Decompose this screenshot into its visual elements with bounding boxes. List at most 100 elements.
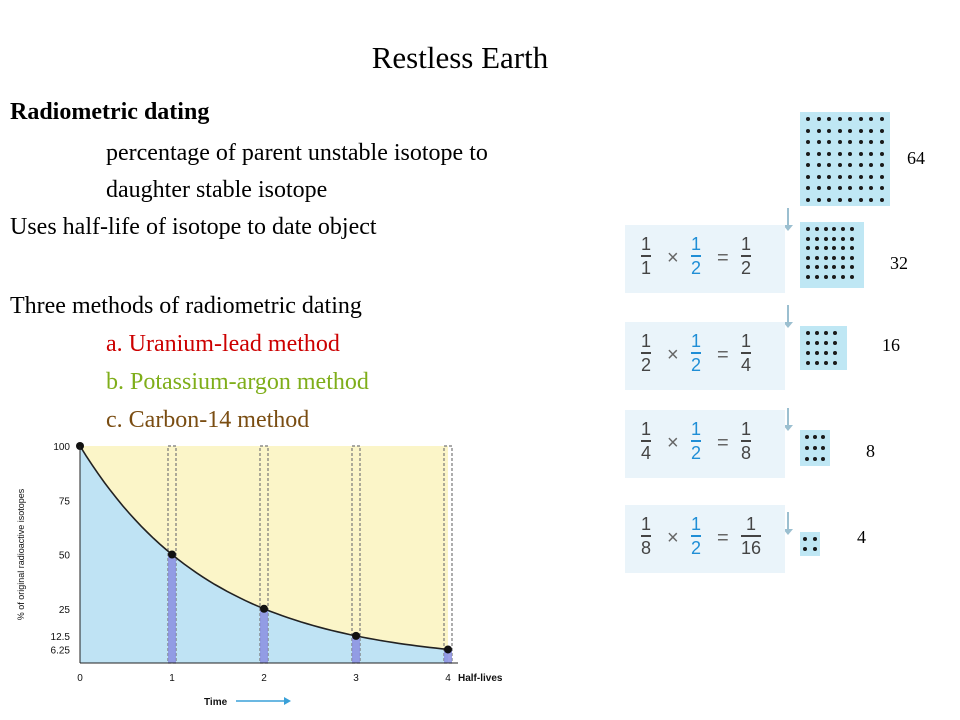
dot	[879, 197, 884, 202]
dot	[814, 227, 819, 231]
arrow-down-icon	[783, 208, 793, 231]
dot	[832, 227, 837, 231]
equals-sign: =	[717, 527, 729, 549]
half-life-marker	[443, 445, 453, 664]
denominator: 2	[691, 535, 702, 559]
dot	[806, 246, 810, 250]
x-tick-label: 3	[353, 673, 359, 684]
equals-sign: =	[717, 247, 729, 269]
numerator: 1	[691, 419, 702, 439]
dot	[849, 246, 854, 250]
dot	[827, 197, 831, 202]
dot	[832, 246, 837, 250]
dot	[806, 117, 810, 121]
fraction-eq-2: 1 2 1 2 1 4 × =	[625, 322, 785, 390]
data-point	[352, 631, 360, 640]
dot	[869, 128, 873, 133]
dot	[858, 197, 863, 202]
dot	[848, 197, 852, 202]
dot	[858, 163, 863, 167]
dot	[849, 227, 854, 231]
dot	[816, 186, 821, 190]
dot-grid-32	[800, 222, 864, 288]
dot	[879, 174, 884, 179]
dot	[837, 174, 842, 179]
remaining-bar	[444, 649, 452, 663]
dot	[805, 446, 809, 450]
dot	[832, 255, 837, 260]
y-tick-label: 100	[53, 442, 70, 453]
dot	[805, 457, 809, 461]
method-potassium-argon: b. Potassium-argon method	[106, 369, 369, 395]
dot	[837, 186, 842, 190]
dot	[848, 117, 852, 121]
dot-grid-64	[800, 112, 890, 206]
dot	[848, 174, 852, 179]
dot	[858, 128, 863, 133]
dot	[827, 174, 831, 179]
x-tick-label: 0	[77, 673, 83, 684]
arrow-down-icon	[783, 512, 793, 535]
dot	[821, 457, 825, 461]
dot	[841, 246, 846, 250]
dot	[849, 265, 854, 269]
dot	[869, 151, 873, 156]
dot	[837, 197, 842, 202]
dot	[816, 163, 821, 167]
dot	[869, 117, 873, 121]
fraction-c: 1 16	[741, 513, 762, 559]
remaining-bar	[352, 635, 360, 663]
dot	[869, 174, 873, 179]
dot	[879, 186, 884, 190]
half-lives-label: Half-lives	[458, 673, 503, 684]
dot	[815, 351, 819, 355]
times-sign: ×	[667, 527, 679, 549]
dot	[806, 174, 810, 179]
dot	[827, 163, 831, 167]
dot-grid-16	[800, 326, 847, 370]
denominator: 4	[641, 440, 652, 464]
count-8: 8	[866, 441, 875, 461]
dot	[813, 547, 817, 551]
numerator: 1	[641, 234, 652, 254]
denominator: 4	[741, 352, 752, 376]
dot	[848, 140, 852, 144]
dot	[837, 117, 842, 121]
dot	[806, 186, 810, 190]
y-tick-label: 75	[59, 496, 71, 507]
numerator: 1	[741, 234, 752, 254]
denominator: 2	[741, 255, 752, 279]
data-point	[444, 645, 452, 654]
x-tick-label: 1	[169, 673, 175, 684]
x-axis-label: Time	[204, 697, 228, 708]
dot	[841, 265, 846, 269]
dot	[806, 361, 810, 365]
dot	[813, 435, 817, 439]
denominator: 1	[641, 255, 652, 279]
dot	[803, 537, 807, 541]
dot	[858, 186, 863, 190]
text-line-3: Uses half-life of isotope to date object	[10, 214, 377, 240]
dot	[806, 128, 810, 133]
dot	[806, 140, 810, 144]
dot	[858, 140, 863, 144]
dot	[813, 457, 817, 461]
dot	[815, 331, 819, 335]
times-sign: ×	[667, 344, 679, 366]
half-life-marker	[351, 445, 361, 664]
dot	[806, 341, 810, 345]
dot	[841, 274, 846, 279]
dot	[841, 255, 846, 260]
dot	[821, 446, 825, 450]
dot	[823, 236, 828, 241]
dot	[816, 140, 821, 144]
arrow-right-icon	[284, 697, 291, 705]
count-16: 16	[882, 335, 900, 355]
dot	[832, 265, 837, 269]
count-64: 64	[907, 148, 925, 168]
